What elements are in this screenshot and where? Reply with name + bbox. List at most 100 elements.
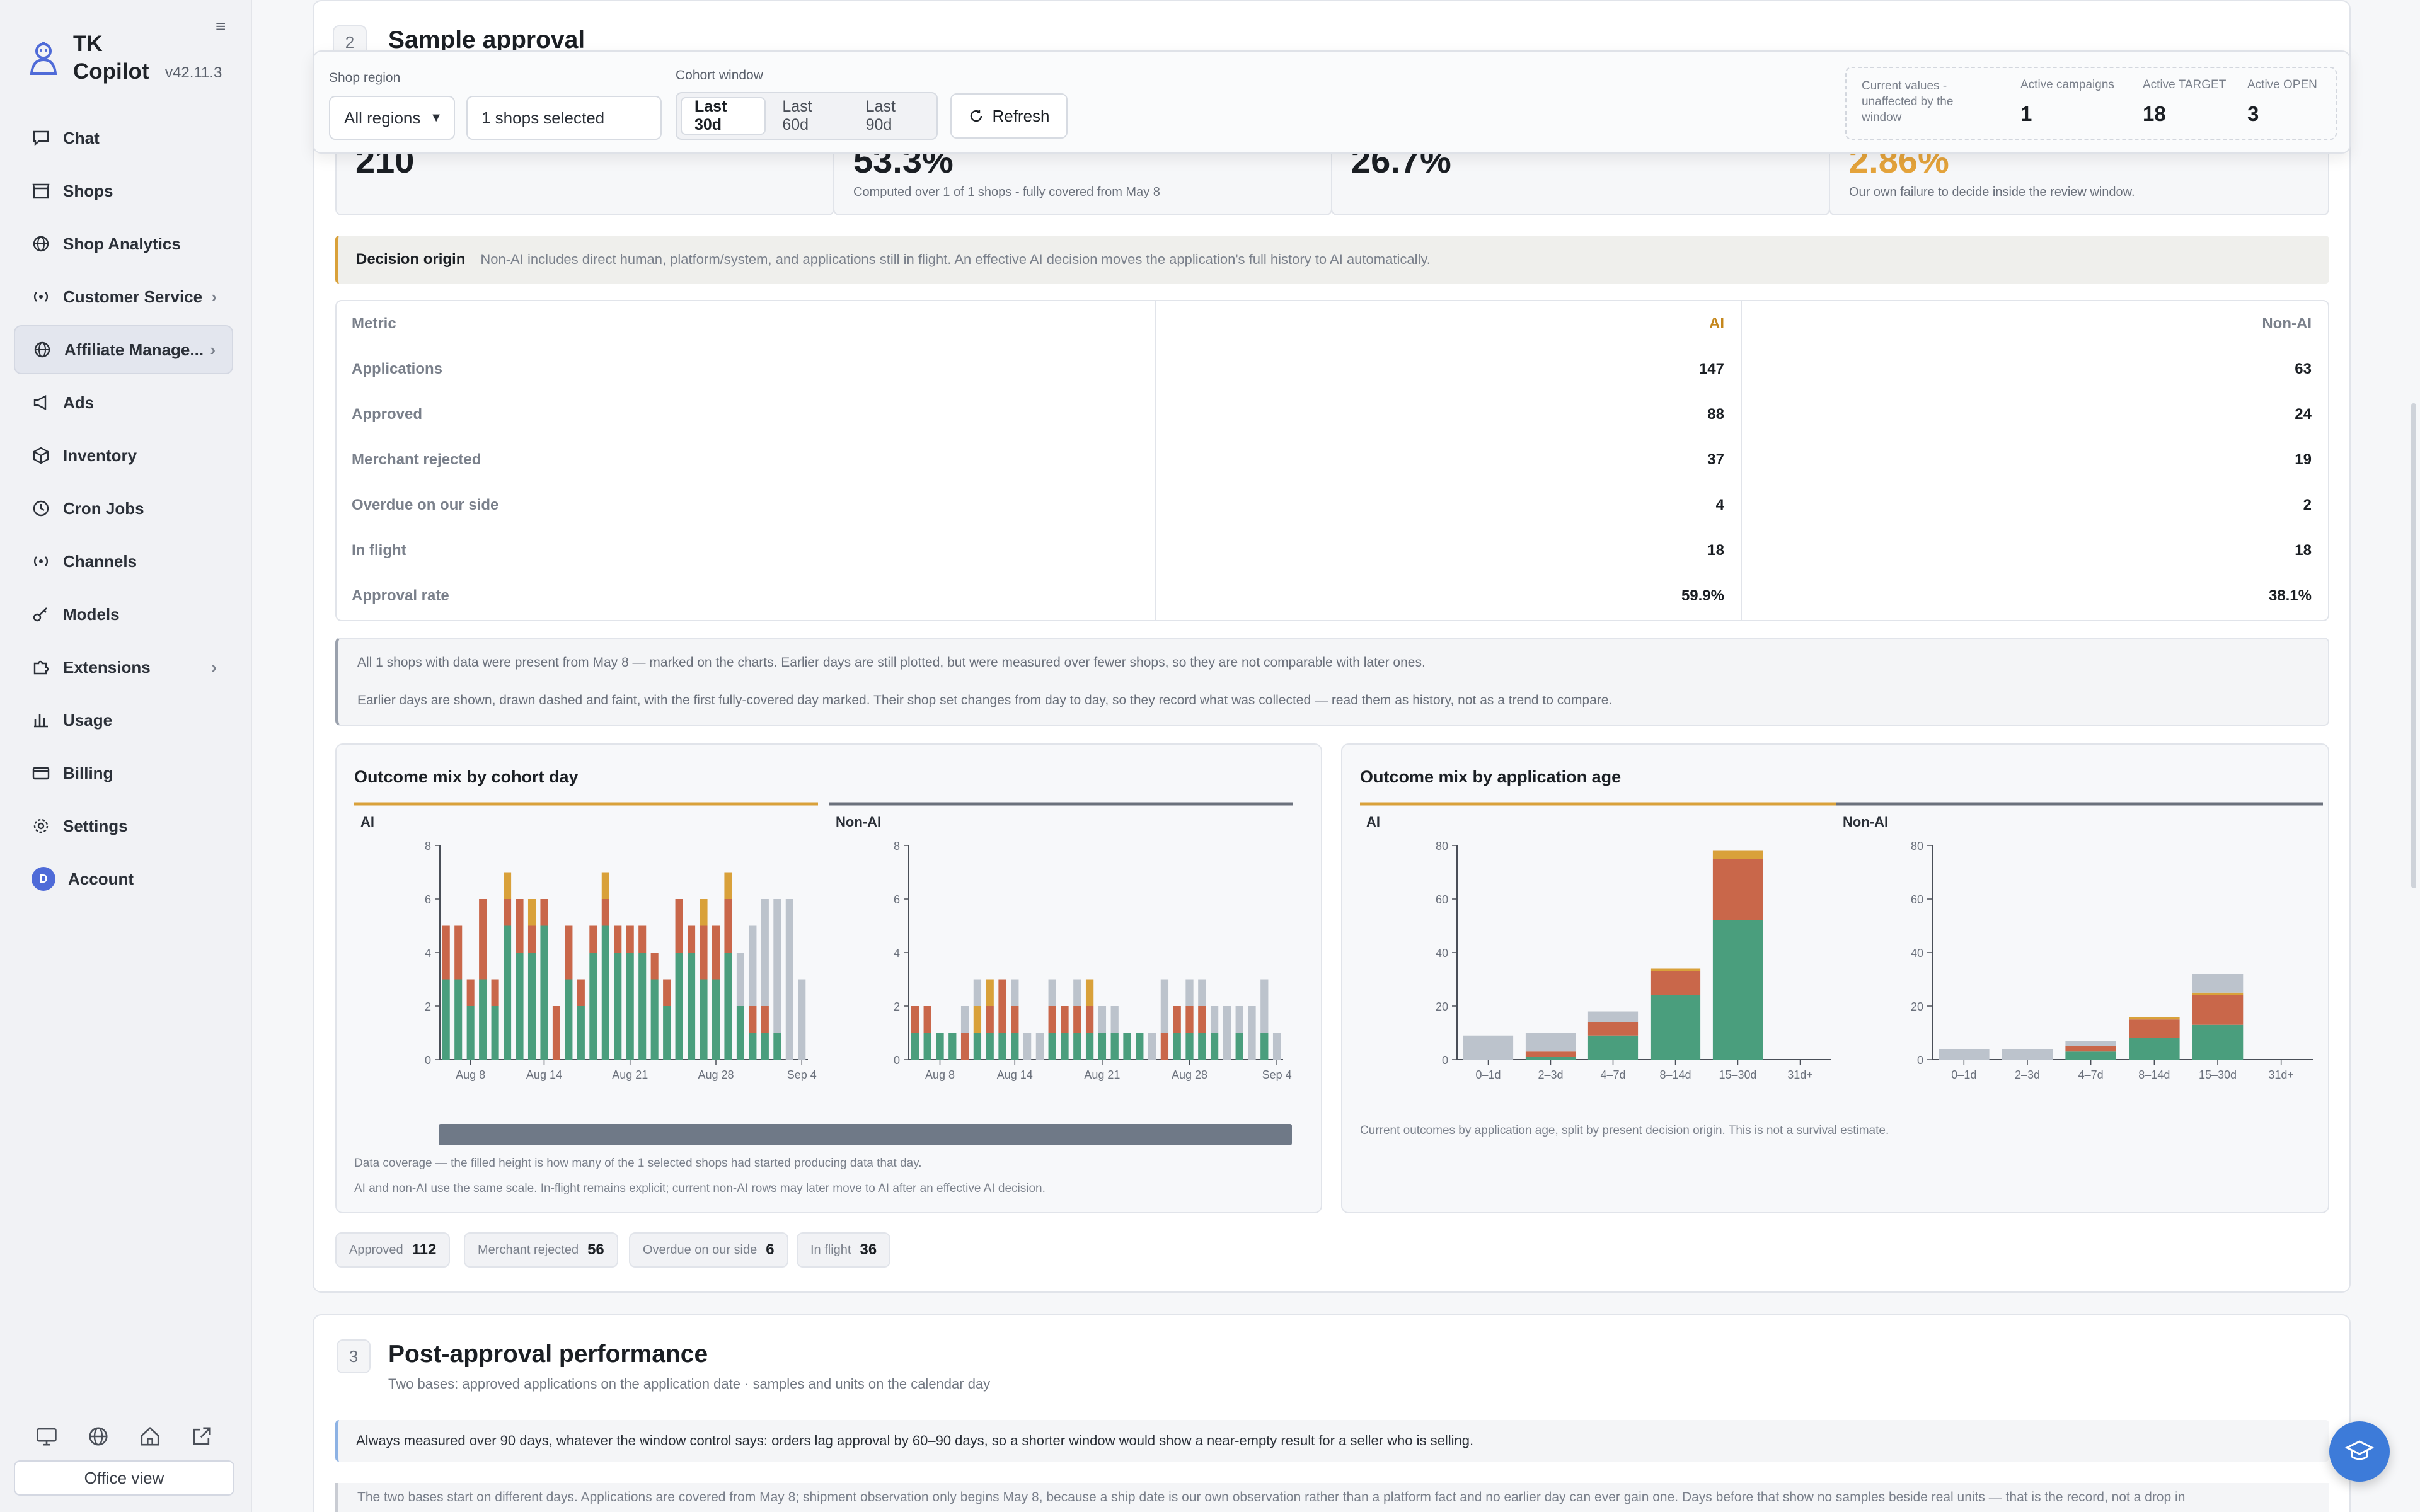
bar-segment-approved — [516, 953, 524, 1060]
bar-segment-merchant-rejected — [1011, 1006, 1019, 1033]
coverage-strip — [439, 1124, 1292, 1145]
bar-segment-merchant-rejected — [761, 1006, 769, 1033]
sidebar-item-label: Settings — [63, 816, 128, 835]
bar-segment-merchant-rejected — [1525, 1051, 1576, 1057]
sidebar-item-label: Ads — [63, 392, 95, 412]
bar-segment-approved — [700, 979, 708, 1060]
table-row-label: Merchant rejected — [352, 451, 481, 468]
bar-segment-overdue-on-our-side — [986, 979, 994, 1006]
sidebar-item-models[interactable]: Models — [14, 590, 233, 639]
bar-segment-approved — [911, 1033, 919, 1060]
sidebar-item-account[interactable]: D Account — [14, 854, 233, 903]
caret-down-icon: ▼ — [430, 110, 442, 125]
y-tick-label: 60 — [1436, 893, 1448, 906]
bar-segment-overdue-on-our-side — [700, 899, 708, 926]
shops-select[interactable]: 1 shops selected — [466, 96, 662, 140]
bar-segment-merchant-rejected — [1650, 971, 1701, 995]
bar-segment-merchant-rejected — [960, 1033, 969, 1060]
shop-region-select[interactable]: All regions ▼ — [329, 96, 455, 140]
help-fab[interactable] — [2329, 1421, 2390, 1482]
box-icon — [33, 447, 49, 464]
x-tick-label: Aug 28 — [698, 1068, 734, 1081]
bar-segment-in-flight — [1148, 1033, 1156, 1060]
office-view-button[interactable]: Office view — [14, 1460, 234, 1496]
bar-segment-overdue-on-our-side — [2192, 992, 2244, 995]
avatar: D — [32, 867, 55, 891]
sidebar-item-label: Cron Jobs — [63, 498, 144, 518]
x-tick-label: 15–30d — [2199, 1068, 2237, 1081]
bar-segment-merchant-rejected — [1587, 1022, 1639, 1036]
card-icon — [32, 767, 50, 780]
x-tick-label: 2–3d — [1538, 1068, 1563, 1081]
megaphone-icon — [33, 395, 47, 410]
globe-icon — [33, 236, 49, 252]
bar-segment-approved — [1712, 920, 1763, 1060]
sidebar-item-shops[interactable]: Shops — [14, 166, 233, 215]
bar-segment-merchant-rejected — [749, 1006, 757, 1033]
sidebar-item-affiliate-management[interactable]: Affiliate Manage... › — [14, 325, 233, 374]
bar-segment-approved — [1061, 1033, 1069, 1060]
sidebar-item-shop-analytics[interactable]: Shop Analytics — [14, 219, 233, 268]
bar-segment-merchant-rejected — [540, 899, 548, 926]
collapse-sidebar-icon[interactable]: ≡ — [216, 16, 226, 36]
y-tick-label: 80 — [1911, 840, 1923, 852]
cohort-option-60d[interactable]: Last 60d — [782, 98, 812, 134]
bar-segment-approved — [761, 1033, 769, 1060]
cohort-option-90d[interactable]: Last 90d — [865, 98, 896, 134]
chip-in-flight: In flight 36 — [797, 1232, 891, 1268]
x-tick-label: Aug 21 — [612, 1068, 648, 1081]
bar-segment-approved — [923, 1033, 931, 1060]
refresh-button[interactable]: Refresh — [950, 93, 1068, 139]
sidebar-item-cron-jobs[interactable]: Cron Jobs — [14, 484, 233, 533]
bar-segment-merchant-rejected — [2065, 1046, 2116, 1052]
application-age-chart: AI 0 20 40 60 80 0–1d 2–3d 4–7d 8–14d 15–30d 31d+ No… — [1360, 802, 2323, 1081]
bar-segment-approved — [663, 1006, 671, 1060]
chart-title: Outcome mix by cohort day — [354, 767, 579, 786]
chip-label: Merchant rejected — [478, 1242, 579, 1257]
sidebar-item-usage[interactable]: Usage — [14, 696, 233, 745]
bar-segment-merchant-rejected — [2129, 1019, 2180, 1038]
bar-segment-merchant-rejected — [712, 925, 720, 980]
bar-segment-merchant-rejected — [491, 979, 499, 1006]
bar-segment-merchant-rejected — [466, 979, 475, 1006]
sidebar-item-customer-service[interactable]: Customer Service › — [14, 272, 233, 321]
bar-segment-overdue-on-our-side — [527, 899, 536, 926]
home-icon[interactable] — [139, 1425, 161, 1448]
bar-segment-in-flight — [1463, 1035, 1514, 1060]
globe-icon[interactable] — [87, 1425, 110, 1448]
bar-segment-overdue-on-our-side — [973, 1006, 982, 1033]
sidebar-item-label: Usage — [63, 710, 113, 730]
bar-segment-merchant-rejected — [1185, 1006, 1194, 1033]
metric-column: Metric Applications Approved Merchant re… — [337, 301, 1155, 620]
cohort-day-chart: AI 0 2 4 6 8 Aug 8 Aug 14 Aug 21 Aug 28 Sep 4 Non-A… — [354, 802, 1293, 1081]
bar-segment-approved — [986, 1033, 994, 1060]
sidebar-item-ads[interactable]: Ads — [14, 378, 233, 427]
sidebar-item-chat[interactable]: Chat — [14, 113, 233, 163]
table-header-non-ai: Non-AI — [2262, 315, 2312, 332]
sidebar-item-inventory[interactable]: Inventory — [14, 431, 233, 480]
sidebar-item-channels[interactable]: Channels — [14, 537, 233, 586]
sidebar-item-settings[interactable]: Settings — [14, 801, 233, 850]
table-cell: 88 — [1707, 406, 1724, 423]
bar-segment-in-flight — [1223, 1006, 1231, 1060]
sidebar-item-billing[interactable]: Billing — [14, 748, 233, 798]
external-link-icon[interactable] — [190, 1425, 213, 1448]
sidebar-item-label: Channels — [63, 551, 137, 571]
bar-segment-approved — [936, 1033, 944, 1060]
cohort-option-30d[interactable]: Last 30d — [681, 97, 766, 135]
x-tick-label: 8–14d — [1659, 1068, 1691, 1081]
bar-segment-merchant-rejected — [614, 925, 622, 953]
page-scrollbar[interactable] — [2411, 403, 2416, 888]
brand[interactable]: TK Copilot — [25, 30, 155, 86]
bar-segment-in-flight — [1198, 979, 1206, 1006]
sidebar-item-extensions[interactable]: Extensions › — [14, 643, 233, 692]
y-tick-label: 6 — [425, 893, 431, 906]
chip-label: Overdue on our side — [643, 1242, 758, 1257]
app-name: TK Copilot — [73, 32, 149, 84]
age-note: Current outcomes by application age, spl… — [1360, 1124, 1889, 1137]
bar-segment-approved — [1048, 1033, 1056, 1060]
bar-segment-in-flight — [2192, 974, 2244, 993]
bar-segment-in-flight — [1525, 1033, 1576, 1052]
y-tick-label: 0 — [425, 1054, 431, 1067]
monitor-icon[interactable] — [35, 1425, 58, 1448]
